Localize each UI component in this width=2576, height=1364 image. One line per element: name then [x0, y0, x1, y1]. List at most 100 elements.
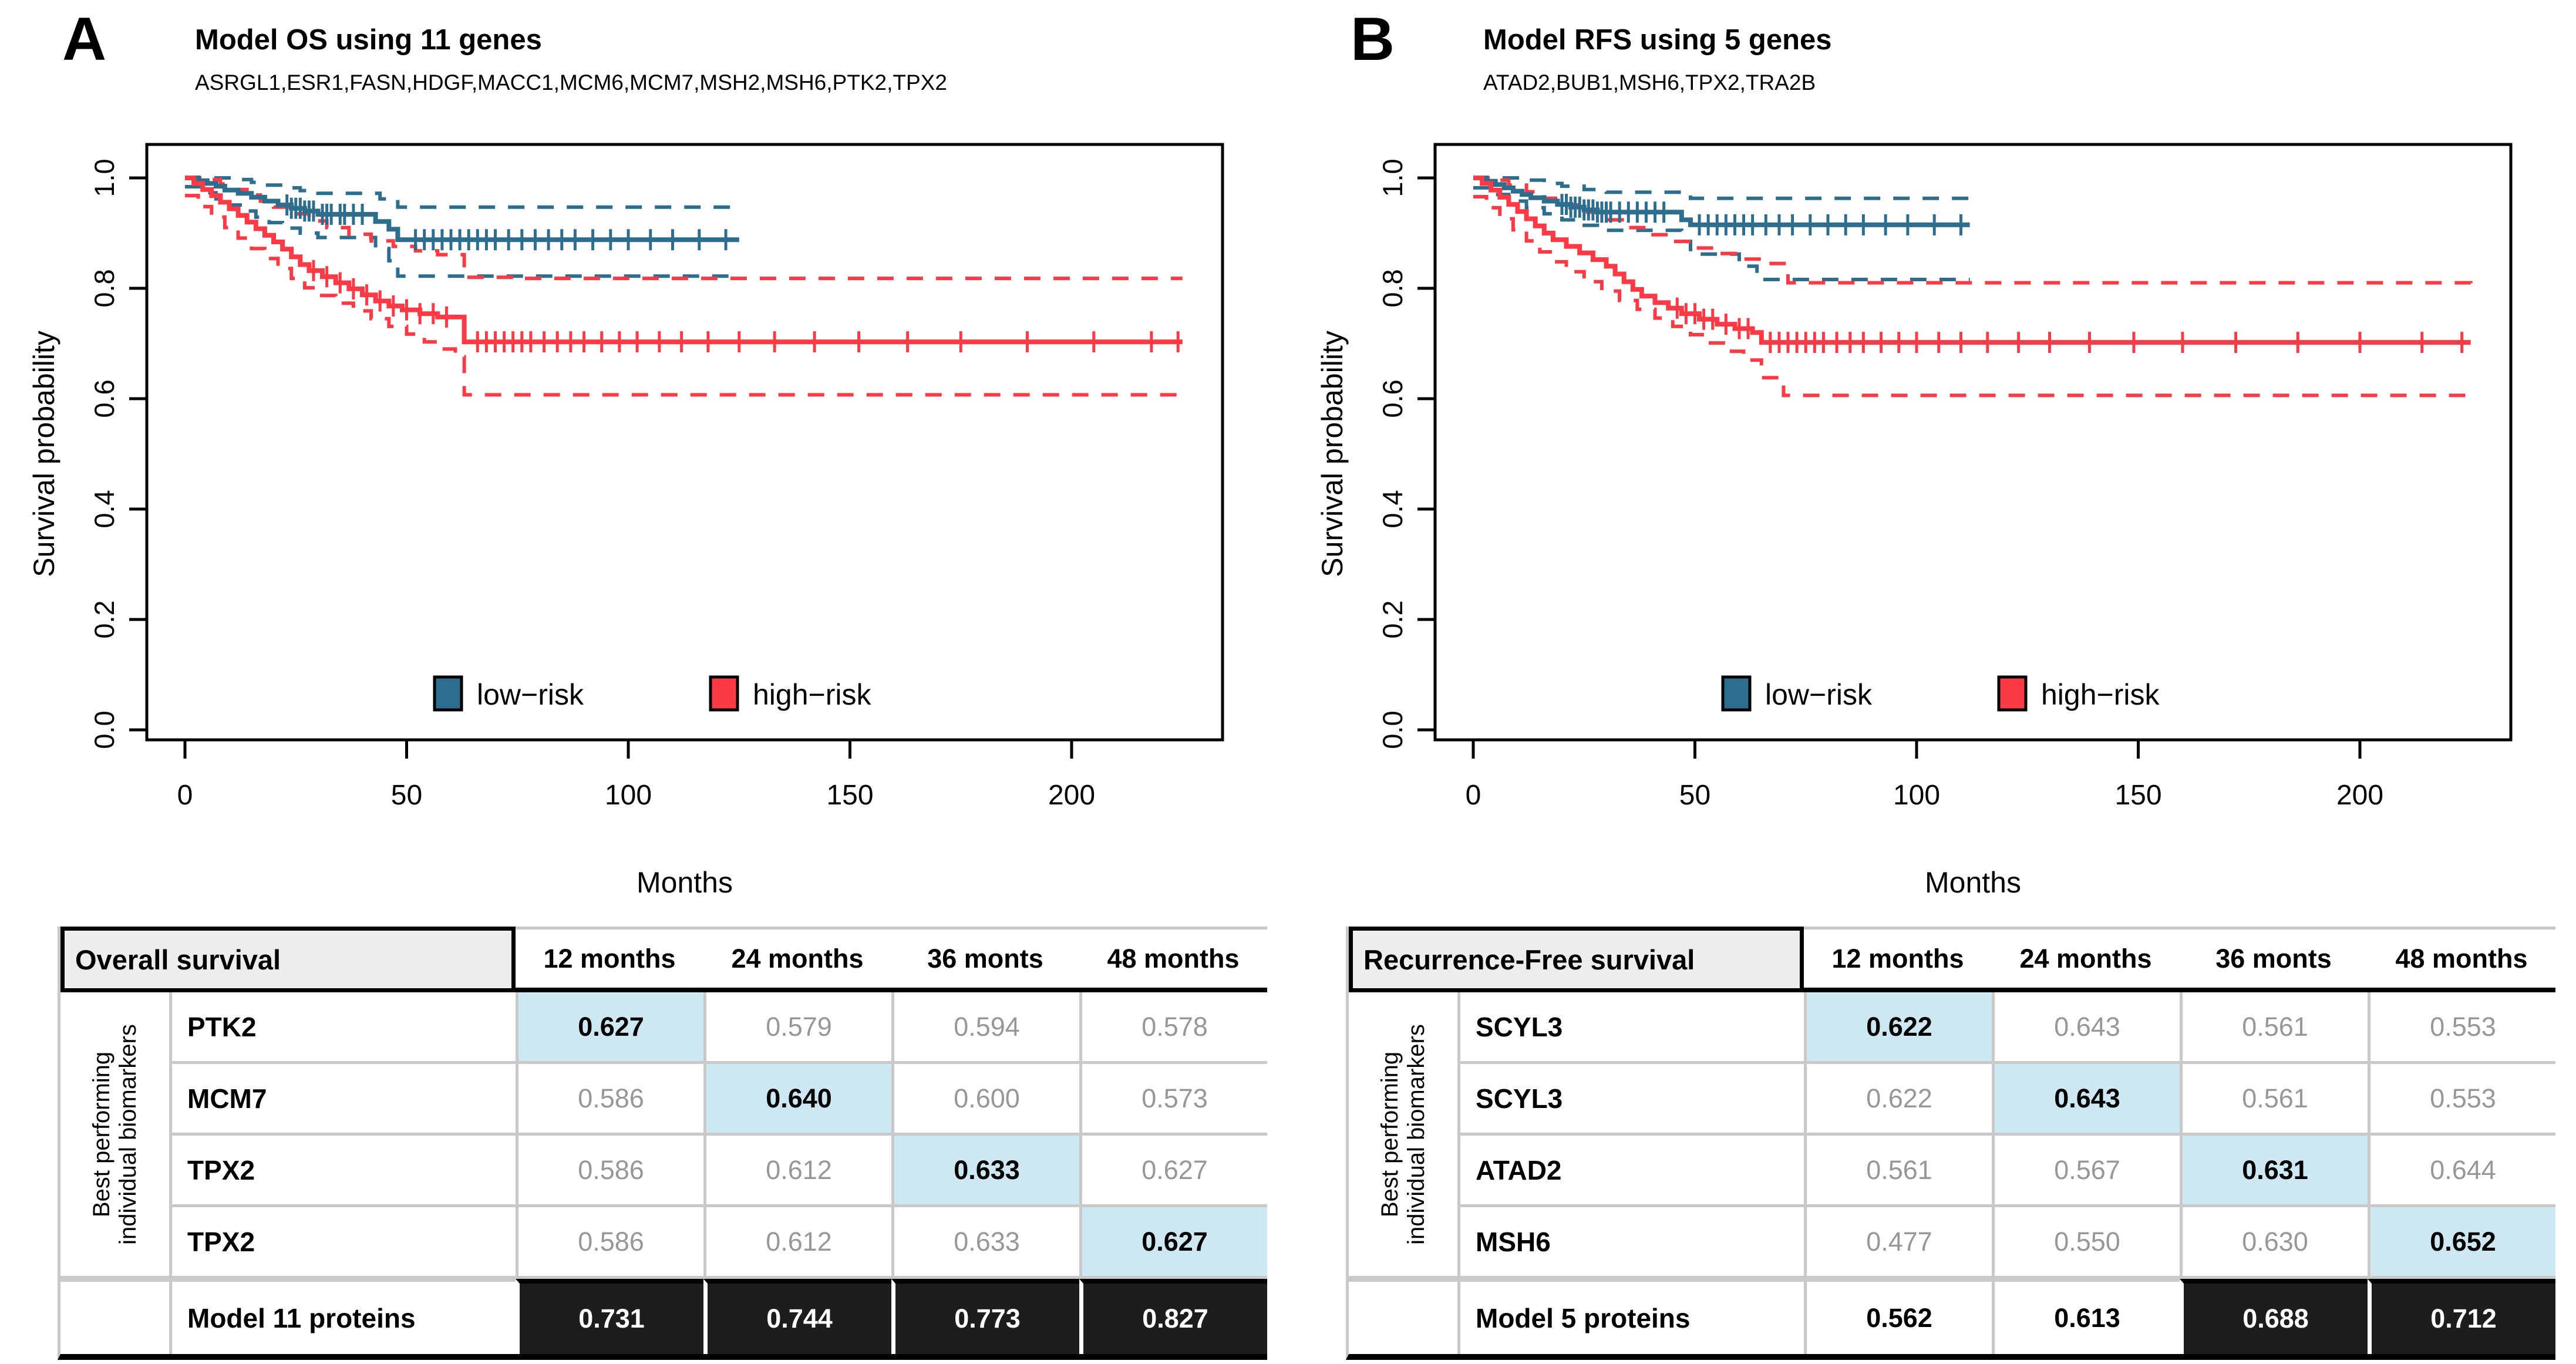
- side-label-text: Best performing individual biomarkers: [88, 1023, 141, 1245]
- y-tick-label: 0.8: [1377, 269, 1408, 307]
- model-name: Model 5 proteins: [1457, 1279, 1804, 1354]
- auc-value: 0.553: [2368, 1064, 2555, 1136]
- auc-value: 0.627: [1079, 1136, 1267, 1207]
- auc-value: 0.643: [1992, 992, 2180, 1064]
- auc-value-highlighted: 0.652: [2368, 1207, 2555, 1279]
- panel-a-title: Model OS using 11 genes: [195, 24, 542, 56]
- model-auc-value: 0.613: [1992, 1279, 2180, 1354]
- km-curve-high-risk-lower-ci: [185, 194, 1183, 397]
- auc-value: 0.477: [1804, 1207, 1992, 1279]
- auc-value-highlighted: 0.631: [2180, 1136, 2368, 1207]
- column-header: 48 months: [2368, 927, 2555, 992]
- y-tick-label: 0.2: [1377, 600, 1408, 638]
- column-header: 36 monts: [891, 927, 1079, 992]
- km-curve-high-risk-lower-ci: [1473, 195, 2471, 398]
- y-axis-title: Survival probability: [1316, 331, 1349, 577]
- auc-value: 0.579: [703, 992, 891, 1064]
- y-axis-title: Survival probability: [28, 331, 60, 577]
- x-tick-label: 100: [605, 780, 652, 811]
- auc-value: 0.586: [516, 1207, 703, 1279]
- panel-a-gene-list: ASRGL1,ESR1,FASN,HDGF,MACC1,MCM6,MCM7,MS…: [195, 70, 947, 95]
- y-tick-label: 1.0: [1377, 159, 1408, 197]
- auc-value: 0.561: [1804, 1136, 1992, 1207]
- biomarker-name: SCYL3: [1457, 992, 1804, 1064]
- km-plot-overall-survival: 0.0 0.2 0.4 0.6 0.8 1.0 0 50 100 150 200 Months Surv…: [28, 143, 1224, 899]
- y-tick-label: 0.6: [1377, 379, 1408, 417]
- biomarker-name: TPX2: [169, 1136, 516, 1207]
- legend-label: high−risk: [2041, 678, 2160, 711]
- side-label-text: Best performing individual biomarkers: [1376, 1023, 1429, 1245]
- km-plot-recurrence-free-survival: 0.0 0.2 0.4 0.6 0.8 1.0 0 50 100 150 200 Months Surv…: [1316, 143, 2513, 899]
- panel-b: B Model RFS using 5 genes ATAD2,BUB1,MSH…: [1288, 0, 2576, 1364]
- km-curve-low-risk: [1473, 176, 1970, 227]
- auc-value-highlighted: 0.643: [1992, 1064, 2180, 1136]
- biomarker-name: PTK2: [169, 992, 516, 1064]
- recurrence-free-survival-table: Recurrence-Free survival 12 months 24 mont…: [1346, 927, 2555, 1360]
- auc-value: 0.633: [891, 1207, 1079, 1279]
- legend-swatch-low-risk: [433, 675, 463, 712]
- model-auc-value-dark: 0.731: [516, 1279, 703, 1354]
- x-axis-title: Months: [637, 866, 733, 899]
- km-curve-low-risk-upper-ci: [1473, 176, 1970, 200]
- model-auc-value-dark: 0.688: [2180, 1279, 2368, 1354]
- legend-swatch-low-risk: [1721, 675, 1752, 712]
- biomarker-name: SCYL3: [1457, 1064, 1804, 1136]
- panel-b-gene-list: ATAD2,BUB1,MSH6,TPX2,TRA2B: [1483, 70, 1816, 95]
- auc-value: 0.573: [1079, 1064, 1267, 1136]
- model-auc-value-dark: 0.827: [1079, 1279, 1267, 1354]
- model-row-spacer: [1349, 1279, 1457, 1354]
- auc-value: 0.550: [1992, 1207, 2180, 1279]
- model-auc-value: 0.562: [1804, 1279, 1992, 1354]
- auc-value: 0.600: [891, 1064, 1079, 1136]
- table-title: Overall survival: [60, 927, 516, 992]
- biomarker-name: TPX2: [169, 1207, 516, 1279]
- km-curve-high-risk-upper-ci: [185, 176, 1183, 281]
- km-curve-low-risk: [185, 176, 739, 243]
- km-curve-low-risk-lower-ci: [1473, 186, 1970, 281]
- side-label: Best performing individual biomarkers: [60, 992, 169, 1279]
- model-name: Model 11 proteins: [169, 1279, 516, 1354]
- auc-value: 0.644: [2368, 1136, 2555, 1207]
- plot-box: [1433, 143, 2513, 742]
- auc-value: 0.561: [2180, 992, 2368, 1064]
- x-axis-title: Months: [1925, 866, 2021, 899]
- x-tick-label: 200: [1048, 780, 1095, 811]
- legend-label: high−risk: [753, 678, 871, 711]
- legend-swatch-high-risk: [1997, 675, 2028, 712]
- model-auc-value-dark: 0.712: [2368, 1279, 2555, 1354]
- x-tick-label: 100: [1893, 780, 1940, 811]
- auc-value: 0.586: [516, 1064, 703, 1136]
- model-auc-value-dark: 0.773: [891, 1279, 1079, 1354]
- auc-value: 0.561: [2180, 1064, 2368, 1136]
- x-tick-label: 0: [177, 780, 193, 811]
- x-tick-label: 50: [1679, 780, 1710, 811]
- panel-b-letter: B: [1351, 5, 1395, 73]
- biomarker-name: MCM7: [169, 1064, 516, 1136]
- table-title: Recurrence-Free survival: [1349, 927, 1804, 992]
- auc-value: 0.567: [1992, 1136, 2180, 1207]
- auc-value-highlighted: 0.627: [1079, 1207, 1267, 1279]
- auc-value: 0.594: [891, 992, 1079, 1064]
- km-curve-low-risk-lower-ci: [185, 185, 739, 278]
- panel-a-letter: A: [62, 5, 107, 73]
- y-tick-label: 0.2: [89, 600, 120, 638]
- y-tick-label: 0.8: [89, 269, 120, 307]
- auc-value: 0.586: [516, 1136, 703, 1207]
- km-curve-high-risk: [185, 176, 1183, 345]
- x-tick-label: 200: [2336, 780, 2383, 811]
- auc-value-highlighted: 0.622: [1804, 992, 1992, 1064]
- x-tick-label: 50: [391, 780, 422, 811]
- y-tick-label: 0.0: [89, 710, 120, 749]
- column-header: 12 months: [516, 927, 703, 992]
- plot-box: [145, 143, 1224, 742]
- legend-label: low−risk: [1765, 678, 1873, 711]
- x-tick-label: 0: [1466, 780, 1481, 811]
- overall-survival-table: Overall survival 12 months 24 months 36 mon…: [58, 927, 1267, 1360]
- km-curve-low-risk-upper-ci: [185, 176, 739, 209]
- auc-value: 0.630: [2180, 1207, 2368, 1279]
- column-header: 12 months: [1804, 927, 1992, 992]
- legend-swatch-high-risk: [709, 675, 739, 712]
- y-tick-label: 0.0: [1377, 710, 1408, 749]
- column-header: 36 monts: [2180, 927, 2368, 992]
